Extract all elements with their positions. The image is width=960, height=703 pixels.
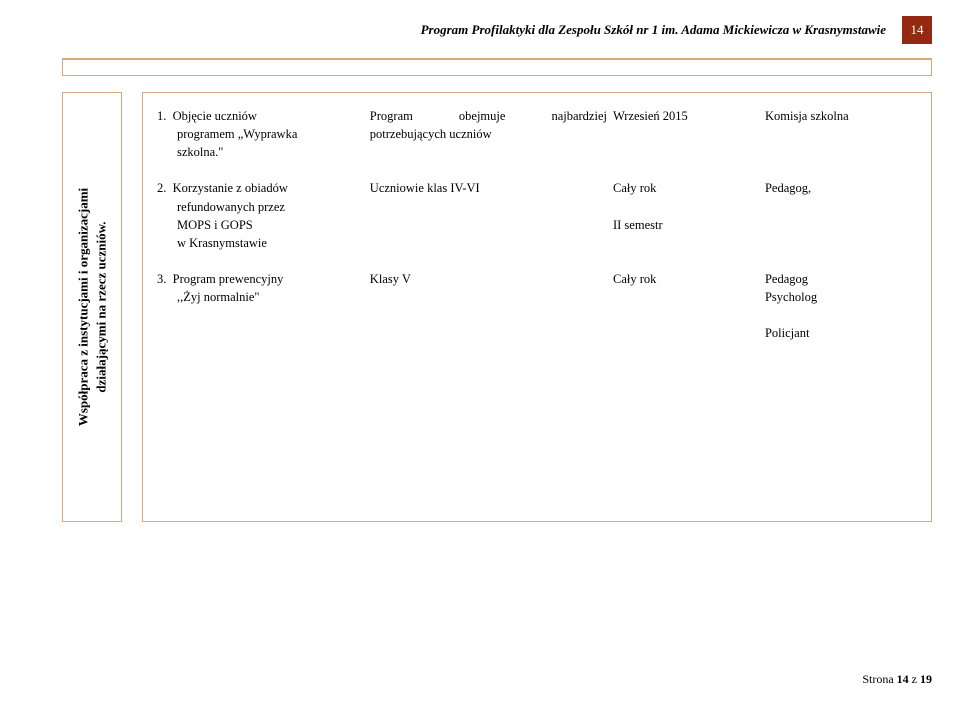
table-row: 1. Objęcie uczniów programem „Wyprawka s… xyxy=(157,103,917,175)
task-text: programem „Wyprawka xyxy=(157,125,364,143)
resp-text: Pedagog xyxy=(765,270,911,288)
sidebar-line-2: działającymi na rzecz uczniów. xyxy=(93,221,108,392)
resp-cell: Pedagog, xyxy=(765,175,917,266)
task-num: 1. xyxy=(157,109,166,123)
resp-cell: Komisja szkolna xyxy=(765,103,917,175)
desc-text: potrzebujących uczniów xyxy=(370,125,607,143)
term-cell: Cały rok xyxy=(613,266,765,357)
sidebar-cell: Współpraca z instytucjami i organizacjam… xyxy=(62,92,122,522)
resp-text: Pedagog, xyxy=(765,179,911,197)
task-text: szkolna." xyxy=(157,143,364,161)
term-text: Cały rok xyxy=(613,270,759,288)
column-gap xyxy=(122,92,142,522)
desc-text: Klasy V xyxy=(370,270,607,288)
task-text: ,,Żyj normalnie" xyxy=(157,288,364,306)
term-text: Wrzesień 2015 xyxy=(613,107,759,125)
resp-text: Komisja szkolna xyxy=(765,107,911,125)
task-cell: 2. Korzystanie z obiadów refundowanych p… xyxy=(157,175,370,266)
desc-text: Program obejmuje najbardziej xyxy=(370,107,607,125)
footer-current-page: 14 xyxy=(897,672,909,686)
task-text: Program prewencyjny xyxy=(173,272,284,286)
footer-prefix: Strona xyxy=(862,672,896,686)
desc-text: Uczniowie klas IV-VI xyxy=(370,179,607,197)
resp-cell: Pedagog Psycholog Policjant xyxy=(765,266,917,357)
footer-page-indicator: Strona 14 z 19 xyxy=(862,672,932,687)
content-cell: 1. Objęcie uczniów programem „Wyprawka s… xyxy=(142,92,932,522)
desc-cell: Uczniowie klas IV-VI xyxy=(370,175,613,266)
resp-text: Psycholog xyxy=(765,288,911,306)
top-empty-row-border xyxy=(62,58,932,76)
sidebar-line-1: Współpraca z instytucjami i organizacjam… xyxy=(75,188,90,426)
table-row: 3. Program prewencyjny ,,Żyj normalnie" … xyxy=(157,266,917,357)
task-cell: 1. Objęcie uczniów programem „Wyprawka s… xyxy=(157,103,370,175)
task-text: MOPS i GOPS xyxy=(157,216,364,234)
task-num: 3. xyxy=(157,272,166,286)
resp-text: Policjant xyxy=(765,324,911,342)
task-num: 2. xyxy=(157,181,166,195)
term-cell: Wrzesień 2015 xyxy=(613,103,765,175)
footer-total-pages: 19 xyxy=(920,672,932,686)
table-row: 2. Korzystanie z obiadów refundowanych p… xyxy=(157,175,917,266)
term-text: Cały rok xyxy=(613,179,759,197)
task-text: refundowanych przez xyxy=(157,198,364,216)
term-cell: Cały rok II semestr xyxy=(613,175,765,266)
content-table: 1. Objęcie uczniów programem „Wyprawka s… xyxy=(157,103,917,356)
desc-cell: Klasy V xyxy=(370,266,613,357)
task-text: Korzystanie z obiadów xyxy=(173,181,288,195)
task-cell: 3. Program prewencyjny ,,Żyj normalnie" xyxy=(157,266,370,357)
desc-cell: Program obejmuje najbardziej potrzebując… xyxy=(370,103,613,175)
page-number-badge: 14 xyxy=(902,16,932,44)
main-row: Współpraca z instytucjami i organizacjam… xyxy=(62,92,932,522)
sidebar-rotated-title: Współpraca z instytucjami i organizacjam… xyxy=(74,102,109,512)
header-bar: Program Profilaktyki dla Zespołu Szkół n… xyxy=(421,16,932,44)
task-text: Objęcie uczniów xyxy=(173,109,257,123)
term-text: II semestr xyxy=(613,216,759,234)
header-title: Program Profilaktyki dla Zespołu Szkół n… xyxy=(421,16,896,44)
task-text: w Krasnymstawie xyxy=(157,234,364,252)
footer-mid: z xyxy=(909,672,920,686)
